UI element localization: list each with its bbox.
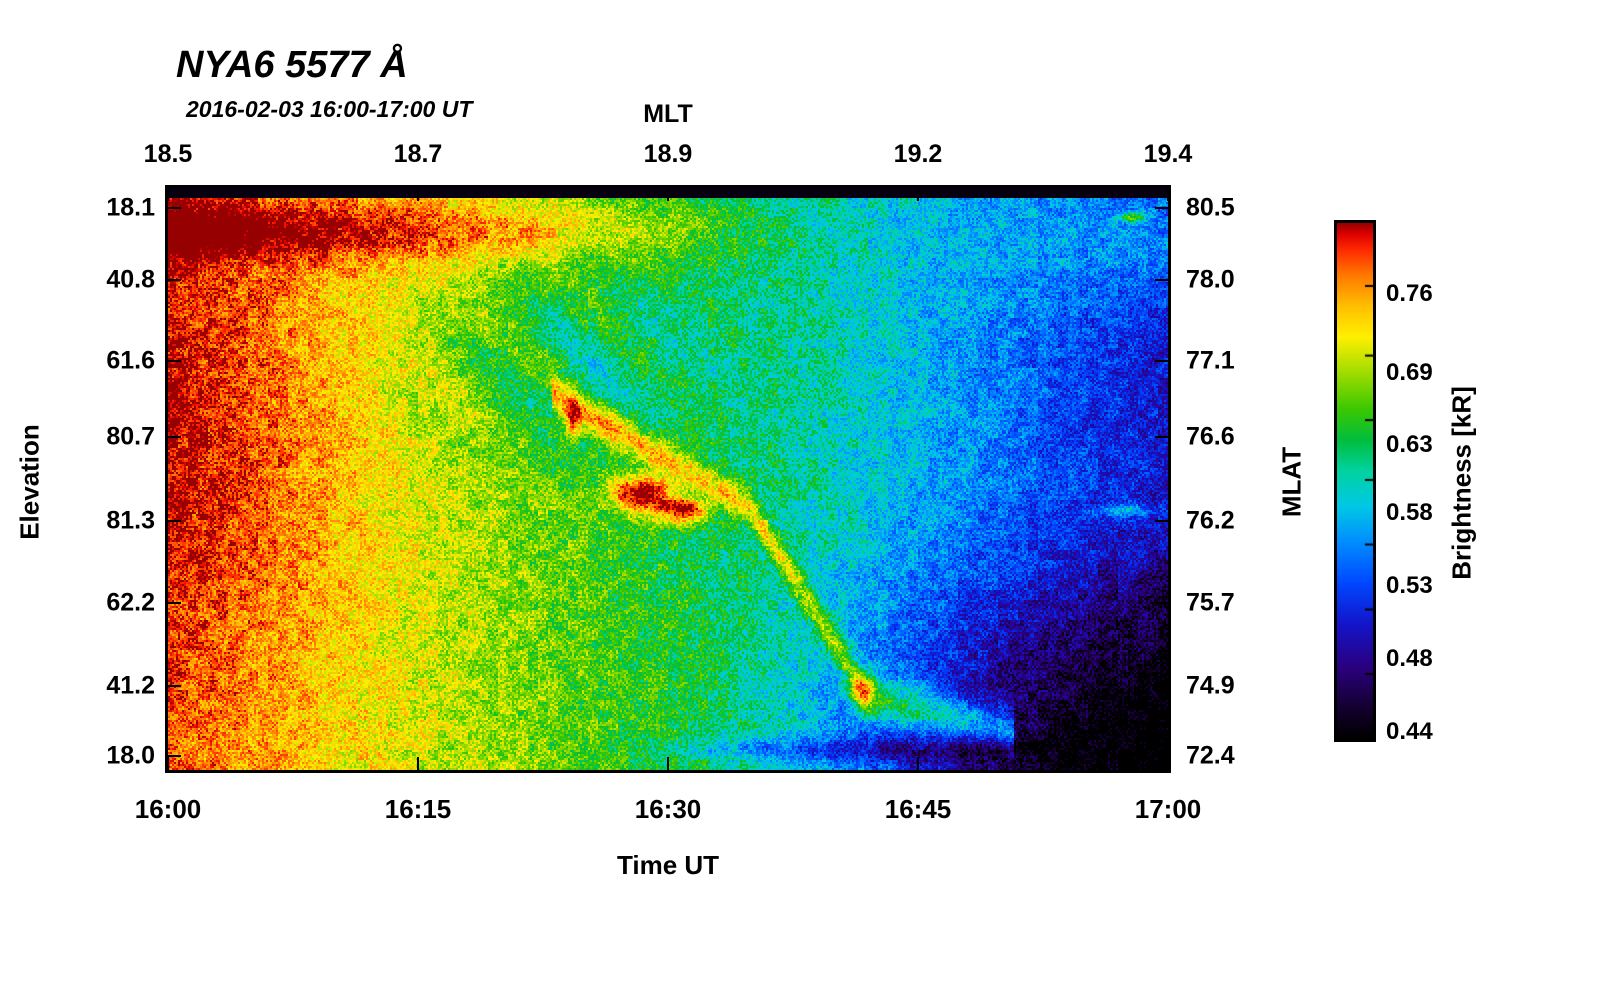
axis-tickmark [917, 757, 919, 770]
tick-label: 0.44 [1386, 717, 1433, 745]
tick-label: 81.3 [106, 506, 155, 535]
axis-tickmark [1155, 435, 1168, 438]
colorbar-label-brightness: Brightness [kR] [1446, 386, 1477, 580]
mlat-tick-labels: 80.5 78.0 77.1 76.6 76.2 75.7 74.9 72.4 [1186, 188, 1286, 770]
axis-tickmark [1167, 188, 1169, 201]
axis-tickmark [168, 601, 181, 604]
tick-label: 18.9 [643, 140, 693, 168]
tick-label: 80.7 [106, 422, 155, 450]
axis-tickmark [417, 188, 419, 201]
axis-tickmark [1167, 757, 1169, 770]
axis-tickmark [168, 278, 181, 281]
tick-label: 19.2 [893, 140, 943, 168]
time-tick-labels: 16:00 16:15 16:30 16:45 17:00 [135, 794, 1202, 826]
tick-label: 16:45 [884, 794, 952, 824]
tick-label: 76.6 [1186, 422, 1235, 450]
tick-label: 0.69 [1386, 358, 1433, 386]
axis-tickmark [168, 359, 181, 362]
tick-label: 62.2 [106, 588, 155, 617]
tick-label: 72.4 [1186, 741, 1235, 770]
right-axis-label-mlat: MLAT [1276, 446, 1307, 518]
heatmap-canvas [168, 188, 1168, 770]
colorbar-tick-labels: 0.76 0.69 0.63 0.58 0.53 0.48 0.44 [1386, 223, 1466, 745]
axis-tickmark [667, 188, 669, 201]
x-axis-label-time-ut: Time UT [616, 850, 720, 880]
axis-tickmark [1155, 755, 1168, 758]
axis-tickmark [168, 519, 181, 522]
tick-label: 16:30 [634, 794, 702, 824]
chart-subtitle: 2016-02-03 16:00-17:00 UT [186, 96, 473, 122]
tick-label: 18.0 [106, 741, 155, 770]
axis-tickmark [1155, 206, 1168, 209]
axis-tickmark [167, 188, 169, 201]
tick-label: 40.8 [106, 265, 155, 294]
axis-tickmark [667, 757, 669, 770]
tick-label: 18.7 [393, 140, 443, 168]
axis-tickmark [1155, 684, 1168, 687]
tick-label: 18.1 [106, 193, 155, 222]
tick-label: 0.48 [1386, 644, 1433, 672]
axis-tickmark [168, 206, 181, 209]
tick-label: 76.2 [1186, 506, 1235, 535]
axis-tickmark [917, 188, 919, 201]
tick-label: 18.5 [143, 140, 193, 168]
elevation-tick-labels: 18.1 40.8 61.6 80.7 81.3 62.2 41.2 18.0 [55, 188, 155, 770]
axis-tickmark [168, 684, 181, 687]
tick-label: 17:00 [1134, 794, 1202, 824]
plot-area [165, 185, 1171, 773]
axis-tickmark [167, 757, 169, 770]
tick-label: 0.63 [1386, 431, 1433, 459]
axis-tickmark [168, 755, 181, 758]
y-axis-label-elevation: Elevation [14, 424, 45, 540]
tick-label: 16:15 [384, 794, 452, 824]
tick-label: 77.1 [1186, 346, 1235, 375]
tick-label: 0.58 [1386, 498, 1433, 526]
colorbar-gradient [1337, 223, 1373, 739]
axis-tickmark [417, 757, 419, 770]
tick-label: 75.7 [1186, 588, 1235, 617]
chart-title: NYA6 5577 Å [176, 44, 408, 86]
axis-tickmark [1155, 359, 1168, 362]
axis-tickmark [1155, 601, 1168, 604]
mlt-tick-labels: 18.5 18.7 18.9 19.2 19.4 [144, 140, 1193, 170]
tick-label: 0.76 [1386, 280, 1433, 307]
tick-label: 19.4 [1143, 140, 1193, 168]
axis-tickmark [1155, 278, 1168, 281]
axis-tickmark [1155, 519, 1168, 522]
tick-label: 74.9 [1186, 671, 1235, 700]
top-axis-label-mlt: MLT [643, 100, 693, 128]
tick-label: 41.2 [106, 671, 155, 700]
tick-label: 80.5 [1186, 193, 1235, 222]
axis-tickmark [168, 435, 181, 438]
tick-label: 78.0 [1186, 265, 1235, 294]
tick-label: 16:00 [134, 794, 202, 824]
tick-label: 61.6 [106, 346, 155, 375]
colorbar [1334, 220, 1376, 742]
tick-label: 0.53 [1386, 571, 1433, 599]
